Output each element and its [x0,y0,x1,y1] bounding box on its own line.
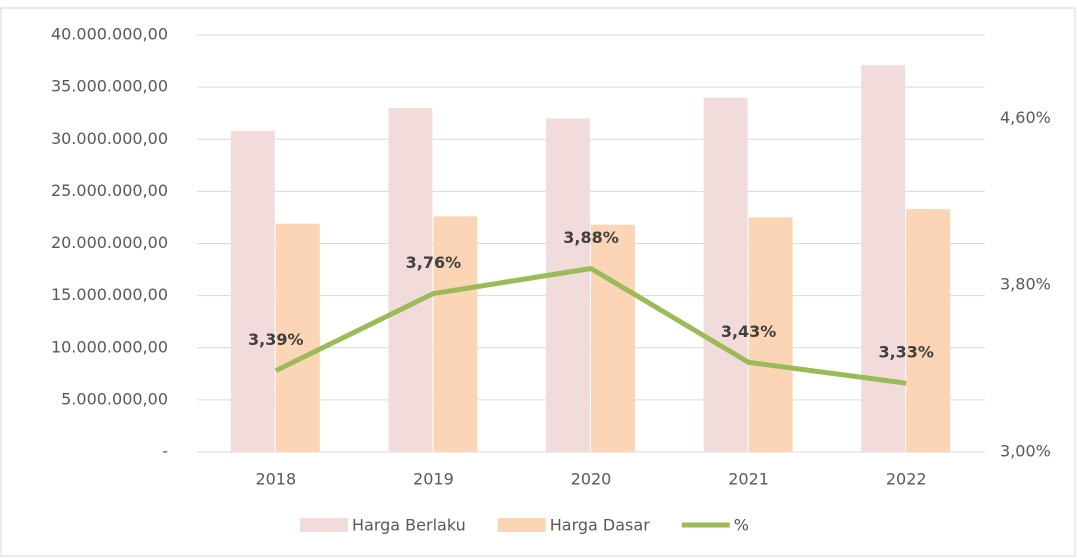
y2-tick-label: 3,80% [1000,275,1051,294]
data-label: 3,39% [248,330,304,349]
x-tick-label: 2020 [571,470,612,489]
bar [703,97,748,453]
x-tick-label: 2022 [886,470,927,489]
legend-label: Harga Berlaku [352,516,466,535]
y-tick-label: 25.000.000,00 [51,181,168,200]
y-tick-label: 5.000.000,00 [61,389,168,408]
bar [861,65,906,453]
data-label: 3,76% [406,253,462,272]
data-label: 3,43% [721,322,777,341]
bar [433,216,478,452]
x-tick-label: 2021 [728,470,769,489]
y2-tick-label: 3,00% [1000,442,1051,461]
legend-swatch [300,518,348,532]
legend-swatch [497,518,546,532]
y-tick-label: 20.000.000,00 [51,233,168,252]
y-tick-label: 15.000.000,00 [51,285,168,304]
data-label: 3,33% [878,343,934,362]
y-tick-label: 35.000.000,00 [51,77,168,96]
y-tick-label: - [162,442,168,461]
y-tick-label: 10.000.000,00 [51,337,168,356]
bar [748,217,793,452]
data-label: 3,88% [563,228,619,247]
legend-label: Harga Dasar [550,516,650,535]
y-tick-label: 30.000.000,00 [51,129,168,148]
bar [546,118,590,453]
line [274,266,907,386]
bar [906,209,951,452]
bar [275,223,320,452]
y2-tick-label: 4,60% [1000,108,1051,127]
bar [230,130,275,452]
x-tick-label: 2018 [255,470,296,489]
y-tick-label: 40.000.000,00 [51,25,168,44]
bar [591,224,635,452]
x-tick-label: 2019 [413,470,454,489]
legend-label: % [734,516,749,535]
bar [388,107,433,452]
